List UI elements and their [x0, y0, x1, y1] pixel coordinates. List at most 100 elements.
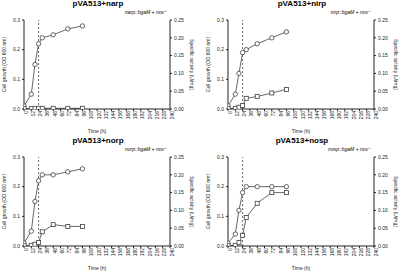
- svg-text:228: 228: [365, 248, 371, 257]
- svg-text:132: 132: [103, 248, 109, 257]
- svg-text:Time (h): Time (h): [292, 265, 311, 271]
- svg-text:60: 60: [263, 248, 269, 254]
- svg-text:0.0: 0.0: [217, 243, 224, 249]
- svg-text:48: 48: [52, 248, 58, 254]
- svg-text:24: 24: [241, 111, 247, 117]
- svg-text:108: 108: [88, 248, 94, 257]
- svg-text:168: 168: [329, 248, 335, 257]
- svg-text:216: 216: [358, 111, 364, 120]
- svg-text:216: 216: [358, 248, 364, 257]
- svg-text:192: 192: [139, 111, 145, 120]
- svg-text:0.1: 0.1: [217, 213, 224, 219]
- svg-text:72: 72: [270, 111, 276, 117]
- svg-text:120: 120: [300, 248, 306, 257]
- svg-text:0.10: 0.10: [174, 207, 184, 213]
- svg-text:108: 108: [292, 111, 298, 120]
- svg-text:0.3: 0.3: [13, 154, 20, 160]
- svg-text:0.20: 0.20: [378, 35, 388, 41]
- svg-text:168: 168: [329, 111, 335, 120]
- svg-text:180: 180: [132, 111, 138, 120]
- svg-text:Time (h): Time (h): [88, 265, 107, 271]
- svg-text:180: 180: [132, 248, 138, 257]
- svg-text:84: 84: [278, 111, 284, 117]
- svg-text:0.1: 0.1: [13, 213, 20, 219]
- svg-text:Cell growth (OD 600 nm): Cell growth (OD 600 nm): [205, 174, 211, 230]
- svg-text:204: 204: [147, 248, 153, 257]
- svg-text:72: 72: [66, 111, 72, 117]
- svg-text:12: 12: [234, 248, 240, 254]
- svg-text:144: 144: [110, 248, 116, 257]
- svg-text:0.00: 0.00: [378, 106, 388, 112]
- svg-text:84: 84: [74, 111, 80, 117]
- svg-text:0.0: 0.0: [13, 243, 20, 249]
- svg-text:0.25: 0.25: [174, 154, 184, 160]
- svg-text:0.2: 0.2: [13, 183, 20, 189]
- svg-text:96: 96: [81, 248, 87, 254]
- svg-text:60: 60: [59, 111, 65, 117]
- svg-text:0.00: 0.00: [378, 243, 388, 249]
- svg-text:144: 144: [314, 111, 320, 120]
- svg-text:180: 180: [336, 111, 342, 120]
- svg-text:192: 192: [343, 111, 349, 120]
- svg-text:192: 192: [139, 248, 145, 257]
- svg-text:0.00: 0.00: [174, 106, 184, 112]
- svg-text:216: 216: [154, 248, 160, 257]
- svg-text:60: 60: [263, 111, 269, 117]
- svg-text:156: 156: [321, 248, 327, 257]
- svg-text:0.05: 0.05: [174, 88, 184, 94]
- svg-text:0: 0: [23, 248, 29, 251]
- svg-text:0.15: 0.15: [378, 52, 388, 58]
- svg-text:72: 72: [66, 248, 72, 254]
- svg-text:0.3: 0.3: [217, 17, 224, 23]
- svg-text:120: 120: [96, 111, 102, 120]
- svg-text:24: 24: [37, 111, 43, 117]
- svg-text:240: 240: [169, 111, 175, 120]
- svg-text:0.3: 0.3: [217, 154, 224, 160]
- svg-text:228: 228: [161, 248, 167, 257]
- svg-text:96: 96: [81, 111, 87, 117]
- svg-text:0: 0: [23, 111, 29, 114]
- svg-text:156: 156: [117, 248, 123, 257]
- svg-text:156: 156: [117, 111, 123, 120]
- svg-text:72: 72: [270, 248, 276, 254]
- svg-text:0.15: 0.15: [174, 52, 184, 58]
- svg-text:0.2: 0.2: [217, 46, 224, 52]
- svg-text:36: 36: [44, 111, 50, 117]
- svg-text:204: 204: [351, 111, 357, 120]
- svg-text:228: 228: [365, 111, 371, 120]
- svg-text:0.0: 0.0: [13, 106, 20, 112]
- svg-text:12: 12: [30, 248, 36, 254]
- svg-text:0.20: 0.20: [378, 172, 388, 178]
- svg-text:0.1: 0.1: [217, 76, 224, 82]
- svg-text:96: 96: [285, 111, 291, 117]
- svg-text:Time (h): Time (h): [88, 128, 107, 134]
- svg-text:144: 144: [110, 111, 116, 120]
- svg-text:48: 48: [256, 111, 262, 117]
- svg-text:Time (h): Time (h): [292, 128, 311, 134]
- svg-text:0.1: 0.1: [13, 76, 20, 82]
- svg-text:0: 0: [227, 248, 233, 251]
- svg-text:144: 144: [314, 248, 320, 257]
- svg-text:120: 120: [96, 248, 102, 257]
- svg-text:0.2: 0.2: [13, 46, 20, 52]
- svg-text:0.10: 0.10: [378, 70, 388, 76]
- svg-text:84: 84: [278, 248, 284, 254]
- svg-text:36: 36: [248, 111, 254, 117]
- svg-text:132: 132: [103, 111, 109, 120]
- svg-text:204: 204: [351, 248, 357, 257]
- svg-text:0.20: 0.20: [174, 172, 184, 178]
- svg-text:24: 24: [241, 248, 247, 254]
- svg-text:36: 36: [248, 248, 254, 254]
- svg-text:0.15: 0.15: [378, 189, 388, 195]
- svg-text:132: 132: [307, 248, 313, 257]
- svg-text:96: 96: [285, 248, 291, 254]
- svg-text:60: 60: [59, 248, 65, 254]
- svg-text:36: 36: [44, 248, 50, 254]
- svg-text:204: 204: [147, 111, 153, 120]
- svg-text:0.0: 0.0: [217, 106, 224, 112]
- svg-text:192: 192: [343, 248, 349, 257]
- svg-text:48: 48: [52, 111, 58, 117]
- svg-text:0.20: 0.20: [174, 35, 184, 41]
- svg-text:0.25: 0.25: [378, 154, 388, 160]
- svg-text:0.25: 0.25: [378, 17, 388, 23]
